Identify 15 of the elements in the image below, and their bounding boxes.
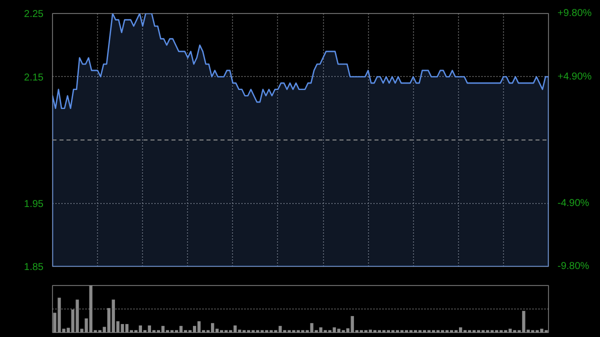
bar — [179, 326, 183, 332]
y2-tick-label: +9.80% — [558, 8, 592, 19]
bar — [161, 326, 165, 332]
y2-tick-label: -9.80% — [558, 261, 590, 272]
bar — [138, 325, 142, 332]
bar — [197, 321, 201, 332]
bar — [210, 323, 214, 332]
bar — [148, 325, 152, 332]
bar — [458, 327, 462, 332]
y2-tick-label: -4.90% — [558, 198, 590, 209]
y-tick-label: 2.25 — [24, 9, 44, 20]
y2-tick-label: +4.90% — [558, 71, 592, 82]
y-tick-label: 1.85 — [24, 262, 44, 273]
y-tick-label: 2.15 — [24, 72, 44, 84]
y-tick-label: 1.95 — [24, 198, 44, 210]
